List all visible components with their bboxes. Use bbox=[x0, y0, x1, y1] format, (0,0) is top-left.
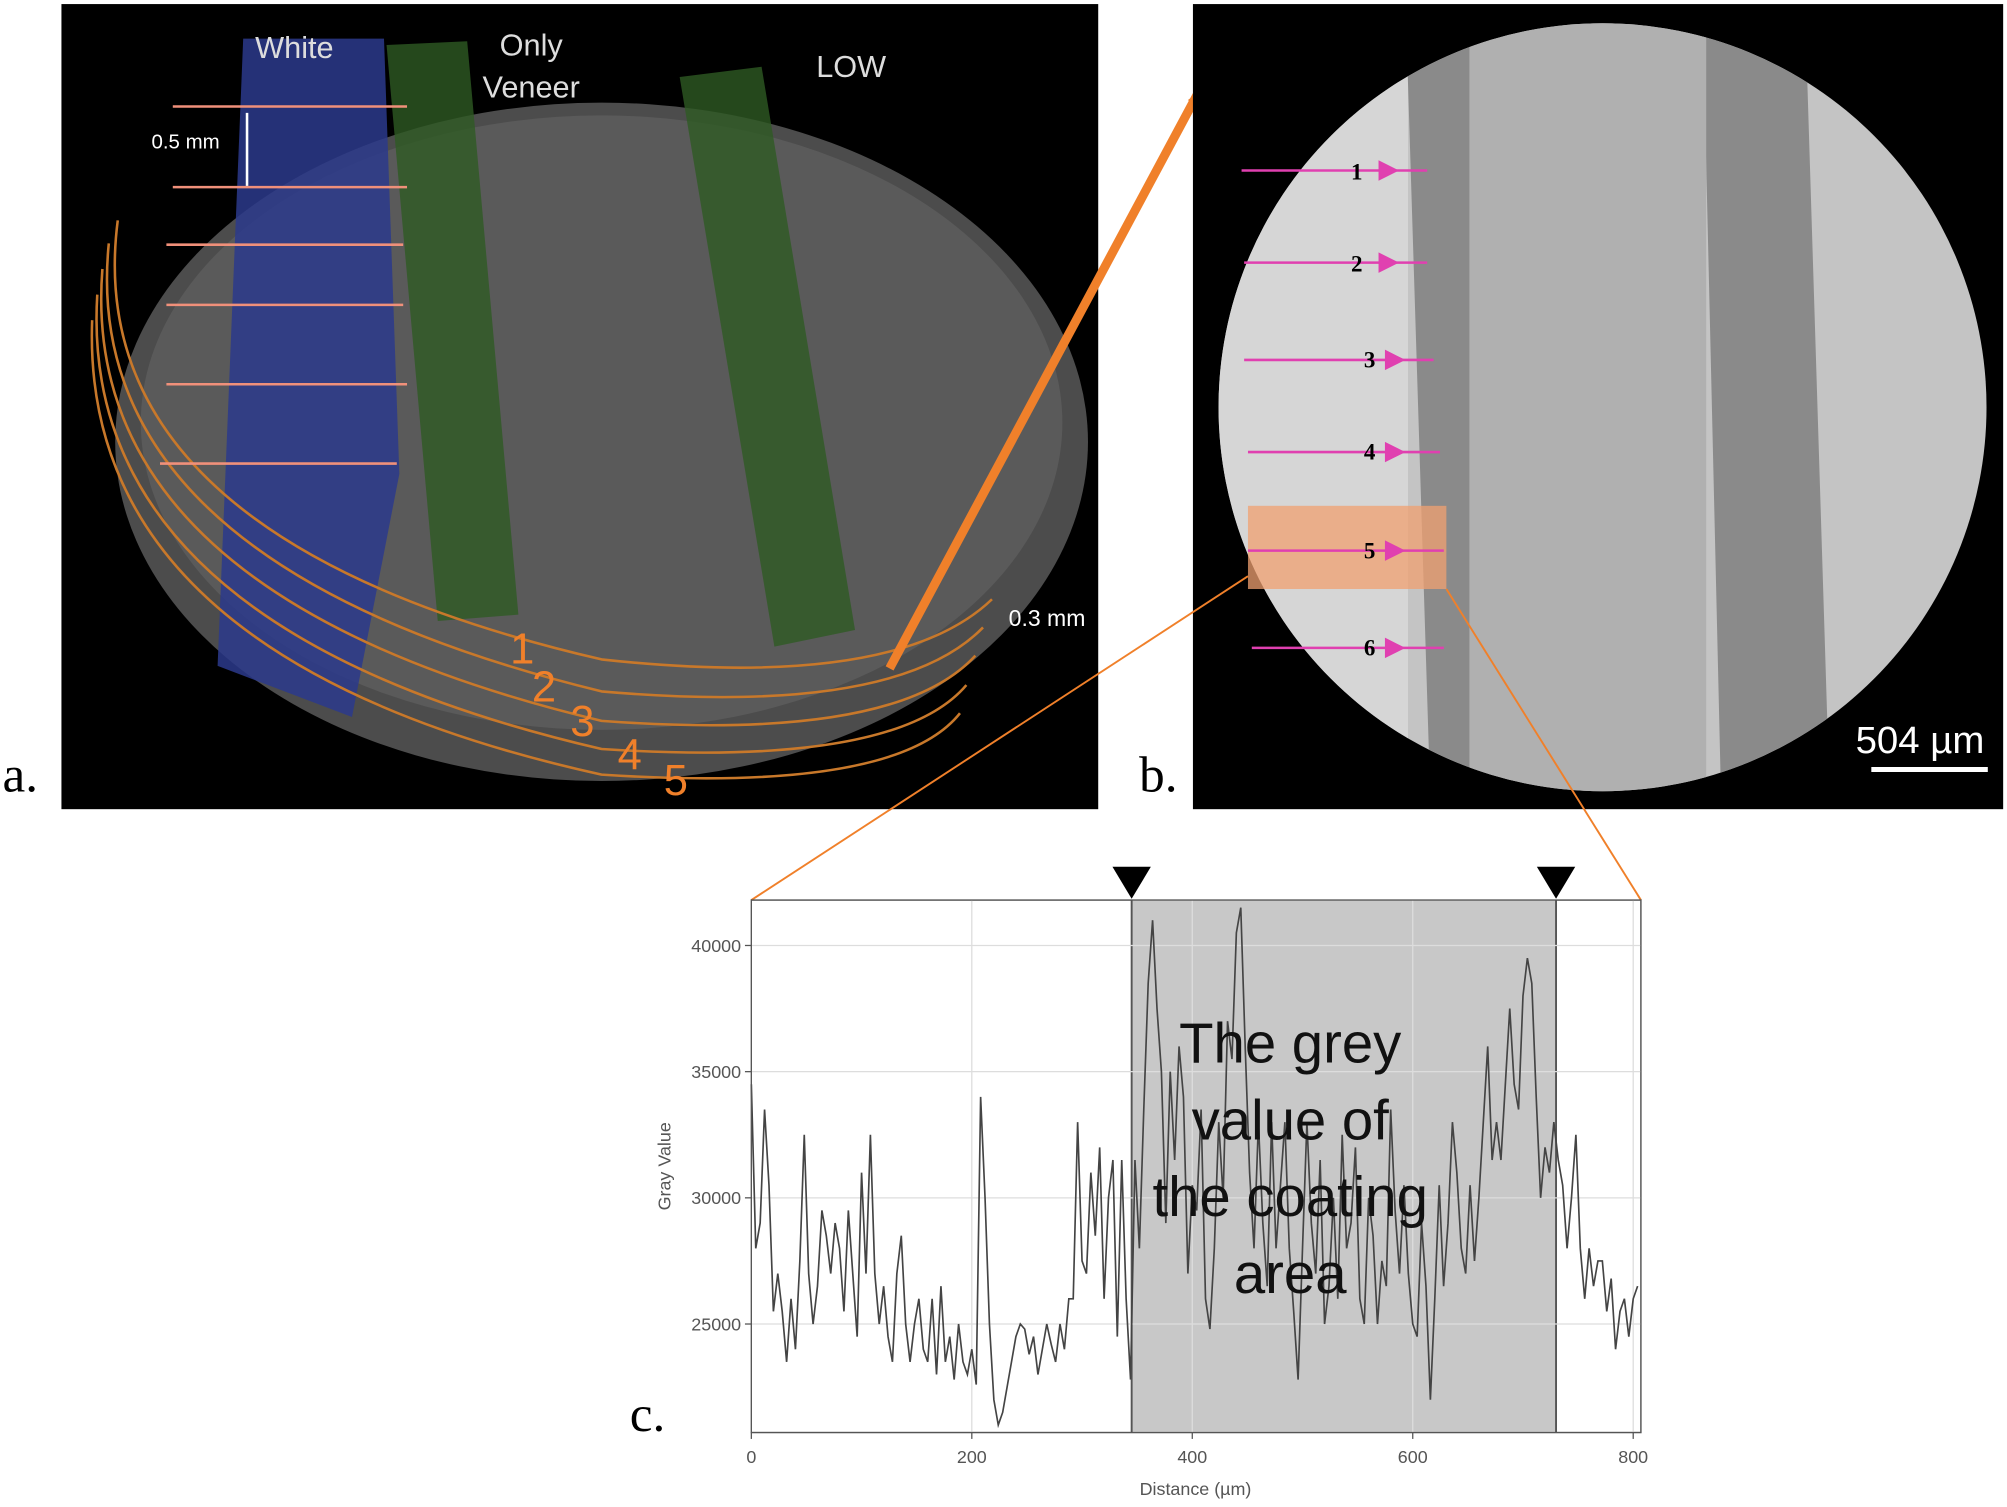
x-tick-label: 800 bbox=[1618, 1447, 1648, 1467]
layer-number: 4 bbox=[618, 731, 642, 779]
veneer-label: Veneer bbox=[483, 70, 580, 105]
scale-bar-label: 504 µm bbox=[1856, 719, 1985, 762]
line-number: 5 bbox=[1364, 537, 1376, 563]
layer-number: 3 bbox=[570, 698, 594, 746]
line-number: 1 bbox=[1351, 158, 1363, 184]
scale-05-label: 0.5 mm bbox=[151, 131, 219, 154]
scale-03-label: 0.3 mm bbox=[1009, 605, 1086, 631]
veneer bbox=[1469, 23, 1707, 792]
panel-c: 0 200 400 600 800 25000 30000 35000 40000 The gre… bbox=[691, 866, 1648, 1467]
low-strip bbox=[679, 66, 856, 647]
white-region bbox=[217, 38, 400, 718]
pointer-arrow bbox=[885, 81, 1208, 671]
line-number: 6 bbox=[1364, 635, 1376, 661]
line-number: 3 bbox=[1364, 347, 1376, 373]
line-number: 4 bbox=[1364, 439, 1376, 465]
x-tick-label: 0 bbox=[746, 1447, 756, 1467]
layer-arcs bbox=[90, 220, 993, 780]
y-tick-label: 35000 bbox=[691, 1062, 741, 1082]
panel-label: c. bbox=[630, 1386, 666, 1443]
y-tick-label: 40000 bbox=[691, 936, 741, 956]
region-marker bbox=[1536, 866, 1576, 899]
layer-number: 1 bbox=[510, 625, 534, 673]
glue-band bbox=[1702, 23, 1831, 792]
y-tick-label: 30000 bbox=[691, 1188, 741, 1208]
arrows-a bbox=[159, 105, 408, 465]
region-marker bbox=[1112, 866, 1151, 899]
roi bbox=[1247, 505, 1447, 590]
panel-label: b. bbox=[1139, 746, 1177, 803]
panel-b: 1 2 3 4 5 6 504 µm b. bbox=[1139, 4, 2004, 810]
layer-number: 5 bbox=[664, 757, 688, 805]
panel-label: a. bbox=[3, 746, 39, 803]
x-tick-label: 600 bbox=[1398, 1447, 1428, 1467]
panel-a: White Only Veneer LOW 0.5 mm 0.3 mm 1 2 … bbox=[3, 4, 1223, 810]
x-tick-label: 400 bbox=[1177, 1447, 1207, 1467]
annotation: the coating bbox=[1152, 1165, 1427, 1228]
white-label: White bbox=[255, 30, 333, 65]
annotation: value of bbox=[1192, 1088, 1390, 1151]
veneer-strip bbox=[386, 41, 519, 622]
y-tick-label: 25000 bbox=[691, 1314, 741, 1334]
plot-frame bbox=[750, 899, 1642, 1434]
zoom-line bbox=[750, 575, 1249, 901]
zoom-line bbox=[1445, 588, 1642, 901]
x-tick-label: 200 bbox=[957, 1447, 987, 1467]
annotation: The grey bbox=[1179, 1012, 1402, 1075]
arrowheads-b bbox=[1378, 160, 1406, 659]
x-axis-label: Distance (µm) bbox=[1140, 1479, 1252, 1499]
y-axis-label: Gray Value bbox=[655, 1122, 675, 1210]
low-label: LOW bbox=[816, 49, 886, 84]
layer-number: 2 bbox=[532, 664, 556, 712]
line-number: 2 bbox=[1351, 251, 1363, 277]
annotation: area bbox=[1234, 1242, 1347, 1305]
only-label: Only bbox=[500, 27, 564, 62]
gray-profile bbox=[750, 907, 1639, 1429]
